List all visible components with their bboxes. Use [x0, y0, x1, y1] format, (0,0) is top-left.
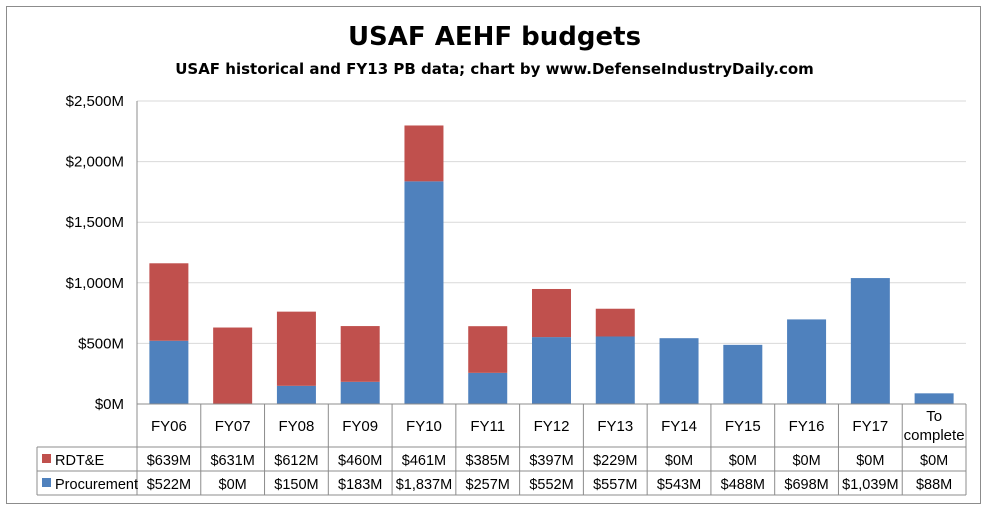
x-tick-label: FY07: [215, 418, 251, 435]
data-label-procurement: $557M: [593, 477, 637, 493]
data-label-rdte: $0M: [792, 453, 820, 469]
data-label-rdte: $639M: [147, 453, 191, 469]
data-label-procurement: $552M: [529, 477, 573, 493]
data-label-procurement: $1,837M: [396, 477, 452, 493]
data-label-rdte: $385M: [466, 453, 510, 469]
x-tick-label: FY09: [342, 418, 378, 435]
data-label-procurement: $488M: [721, 477, 765, 493]
data-label-procurement: $257M: [466, 477, 510, 493]
data-label-rdte: $0M: [856, 453, 884, 469]
data-label-rdte: $460M: [338, 453, 382, 469]
bar-rdte: [468, 326, 508, 373]
bar-procurement: [914, 393, 954, 404]
bar-procurement: [595, 336, 635, 404]
chart-title: USAF AEHF budgets: [347, 22, 642, 52]
bar-rdte: [340, 326, 380, 382]
data-label-rdte: $0M: [729, 453, 757, 469]
legend-label-rdte: RDT&E: [55, 453, 104, 469]
bar-procurement: [276, 385, 316, 404]
bar-procurement: [723, 344, 763, 404]
bar-rdte: [532, 288, 571, 338]
x-tick-label: FY13: [597, 418, 633, 435]
bar-rdte: [149, 263, 189, 341]
x-tick-label: FY17: [852, 418, 888, 435]
legend-swatch-rdte: [42, 454, 51, 463]
data-label-rdte: $461M: [402, 453, 446, 469]
x-tick-label: FY10: [406, 418, 442, 435]
x-tick-label: FY06: [151, 418, 187, 435]
y-tick-label: $1,500M: [66, 214, 124, 231]
x-tick-label: complete: [904, 427, 965, 444]
bar-rdte: [276, 311, 316, 386]
bar-procurement: [340, 381, 380, 404]
bar-procurement: [659, 338, 699, 404]
x-tick-label: FY12: [534, 418, 570, 435]
y-tick-label: $2,500M: [66, 93, 124, 110]
data-label-procurement: $698M: [784, 477, 828, 493]
x-tick-label: FY16: [789, 418, 825, 435]
x-tick-label: FY08: [278, 418, 314, 435]
data-label-procurement: $0M: [219, 477, 247, 493]
legend-swatch-procurement: [42, 478, 51, 487]
y-tick-label: $1,000M: [66, 275, 124, 292]
bar-rdte: [404, 125, 444, 182]
data-label-procurement: $150M: [274, 477, 318, 493]
bar-procurement: [532, 337, 571, 404]
bar-procurement: [787, 319, 827, 404]
data-label-rdte: $397M: [529, 453, 573, 469]
bar-procurement: [468, 372, 508, 404]
data-label-procurement: $522M: [147, 477, 191, 493]
chart-subtitle: USAF historical and FY13 PB data; chart …: [175, 60, 814, 78]
data-label-rdte: $0M: [665, 453, 693, 469]
bar-rdte: [213, 327, 253, 404]
bar-procurement: [404, 181, 444, 404]
data-label-rdte: $631M: [210, 453, 254, 469]
legend-label-procurement: Procurement: [55, 477, 138, 493]
data-label-rdte: $229M: [593, 453, 637, 469]
data-label-procurement: $543M: [657, 477, 701, 493]
x-tick-label: To: [926, 408, 942, 425]
bar-rdte: [595, 308, 635, 337]
bar-procurement: [850, 278, 890, 404]
data-label-procurement: $1,039M: [842, 477, 898, 493]
data-label-rdte: $0M: [920, 453, 948, 469]
y-tick-label: $500M: [78, 335, 124, 352]
y-tick-label: $2,000M: [66, 154, 124, 171]
data-label-procurement: $88M: [916, 477, 952, 493]
x-tick-label: FY11: [470, 418, 505, 435]
x-tick-label: FY14: [661, 418, 697, 435]
data-label-procurement: $183M: [338, 477, 382, 493]
chart-frame: [6, 6, 981, 504]
x-tick-label: FY15: [725, 418, 761, 435]
bar-procurement: [149, 340, 189, 404]
y-tick-label: $0M: [95, 396, 124, 413]
data-label-rdte: $612M: [274, 453, 318, 469]
